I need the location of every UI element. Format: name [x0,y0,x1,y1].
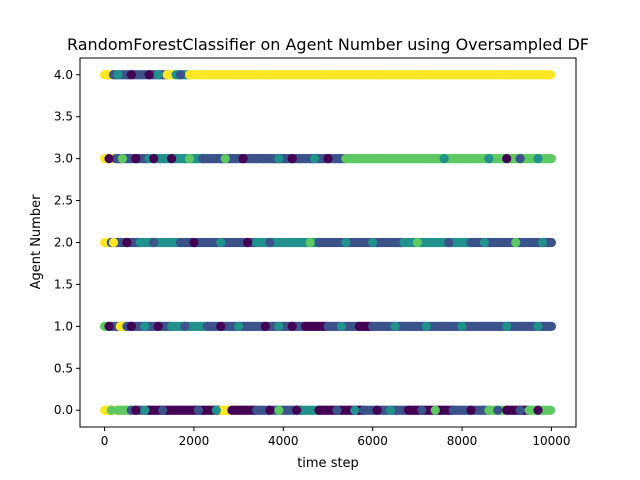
data-point [533,321,543,331]
data-point [108,237,119,248]
data-point [238,154,248,164]
data-point [234,321,244,331]
data-point [184,154,195,164]
data-point [502,321,512,331]
x-tick-label: 0 [101,434,109,448]
data-point [216,321,226,331]
data-point [533,154,543,164]
chart-title: RandomForestClassifier on Agent Number u… [67,35,589,54]
data-point [545,70,556,80]
data-point [466,405,476,415]
x-axis-ticks: 0 2000 4000 6000 8000 10000 [101,427,571,448]
y-tick-label: 2.5 [54,194,73,208]
data-point [193,405,204,415]
data-point [537,237,548,248]
data-point [515,154,525,164]
data-point [117,154,128,164]
data-point [341,237,351,248]
data-point [390,321,400,331]
data-point [515,405,525,415]
y-axis-label: Agent Number [29,194,44,289]
data-point [106,405,116,415]
data-point [180,321,190,331]
x-axis-label: time step [297,456,359,471]
data-point [545,405,556,415]
data-point [104,154,114,164]
data-point [439,154,449,164]
data-point [158,405,168,415]
data-point [113,70,123,80]
data-point [131,405,141,415]
y-tick-label: 3.5 [54,110,73,124]
data-point [167,154,177,164]
data-point [140,405,150,415]
x-tick-label: 2000 [179,434,210,448]
y-tick-label: 4.0 [54,68,73,82]
data-point [242,237,253,248]
x-tick-label: 10000 [532,434,570,448]
data-point [274,405,284,415]
data-point [457,321,467,331]
data-point [309,154,320,164]
data-point [189,237,199,248]
data-points [99,70,557,415]
data-point [216,237,226,248]
data-point [292,405,302,415]
data-point [430,405,440,415]
data-point [126,321,136,331]
data-point [511,237,521,248]
data-point [332,405,342,415]
data-point [131,154,141,164]
data-point [153,321,163,331]
x-tick-label: 6000 [357,434,388,448]
data-point [265,237,275,248]
data-point [260,321,271,331]
data-point [385,405,396,415]
data-point [149,237,159,248]
data-point [287,154,297,164]
data-point [502,154,512,164]
data-point [104,321,114,331]
data-point [546,154,557,164]
y-tick-label: 2.0 [54,236,73,250]
y-tick-label: 1.5 [54,277,73,291]
y-tick-label: 1.0 [54,319,73,333]
data-point [350,405,360,415]
data-point [220,154,230,164]
data-point [546,237,557,248]
data-point [305,237,315,248]
y-tick-label: 3.0 [54,152,73,166]
data-point [144,70,154,80]
data-point [149,154,159,164]
y-tick-label: 0.5 [54,361,73,375]
data-point [546,321,557,331]
data-point [484,154,494,164]
data-point [533,405,543,415]
data-point [336,321,347,331]
data-point [126,70,136,80]
data-point [479,237,489,248]
data-point [372,405,382,415]
x-tick-label: 4000 [268,434,299,448]
data-point [175,70,186,80]
data-point [140,321,150,331]
data-point [368,237,378,248]
data-point [493,405,503,415]
data-point [444,237,454,248]
data-point [417,405,427,415]
data-point [122,237,132,248]
data-point [274,321,284,331]
data-point [265,405,275,415]
data-point [287,321,297,331]
x-tick-label: 8000 [447,434,478,448]
data-point [274,154,284,164]
data-point [323,154,333,164]
data-point [211,405,221,415]
y-tick-label: 0.0 [54,403,73,417]
data-point [153,70,163,80]
data-point [412,237,422,248]
y-axis-ticks: 0.0 0.5 1.0 1.5 2.0 2.5 3.0 3.5 4.0 [54,68,80,417]
data-point [421,321,431,331]
